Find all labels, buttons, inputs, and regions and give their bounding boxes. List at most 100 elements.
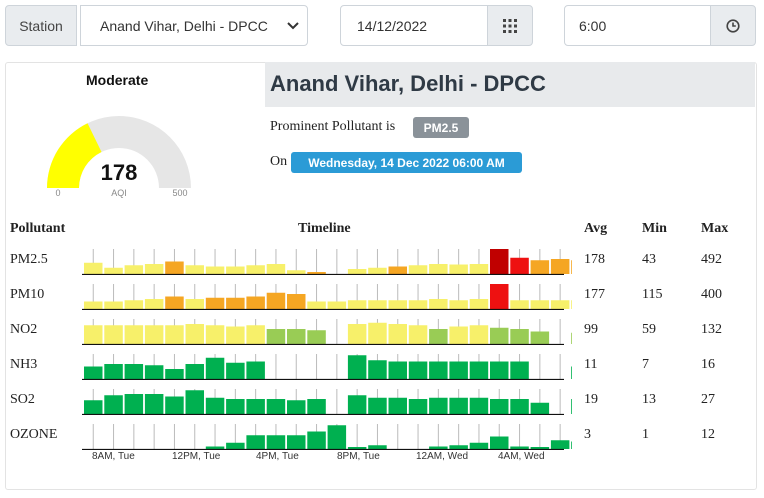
max-value: 12: [701, 427, 715, 442]
timeline-bar: [185, 265, 204, 274]
timeline-bar: [124, 364, 144, 379]
timeline-bar: [287, 329, 306, 344]
timeline-bar: [408, 361, 428, 379]
calendar-grid-icon: [503, 18, 517, 33]
timeline-bar: [368, 267, 387, 274]
calendar-button[interactable]: [487, 5, 533, 46]
timeline-bar: [347, 324, 367, 344]
avg-value: 99: [584, 322, 598, 337]
timeline-bar: [408, 325, 428, 344]
header-min: Min: [642, 221, 667, 236]
timeline-bar: [307, 330, 326, 344]
timeline-bar: [368, 360, 387, 379]
timeline-bar: [469, 361, 489, 379]
timeline-ozone: [82, 424, 572, 450]
timeline-bar: [408, 265, 428, 274]
avg-value: 3: [584, 427, 591, 442]
timeline-bar: [165, 369, 184, 379]
timeline-bar: [226, 326, 245, 344]
prominent-pollutant-label: Prominent Pollutant is: [270, 119, 396, 134]
timeline-bar: [347, 395, 367, 414]
timeline-bar: [571, 332, 572, 344]
timeline-bar: [429, 361, 448, 379]
timeline-bar: [490, 327, 509, 344]
timeline-bar: [388, 266, 407, 274]
timeline-bar: [530, 331, 550, 344]
timeline-bar: [530, 402, 550, 414]
timeline-bar: [144, 299, 164, 309]
clock-button[interactable]: [710, 5, 756, 46]
date-input[interactable]: 14/12/2022: [340, 5, 488, 46]
timeline-bar: [408, 399, 428, 414]
timeline-bar: [429, 299, 448, 309]
timeline-bar: [104, 364, 123, 379]
min-value: 1: [642, 427, 649, 442]
timeline-bar: [530, 260, 550, 274]
timeline-bar: [449, 361, 468, 379]
station-select[interactable]: Anand Vihar, Delhi - DPCC: [80, 5, 308, 46]
avg-value: 19: [584, 392, 598, 407]
x-tick: 4PM, Tue: [256, 451, 299, 462]
aqi-gauge: 178 AQI 0 500: [47, 116, 191, 198]
timeline-bar: [429, 397, 448, 414]
timeline-bar: [530, 300, 550, 309]
max-value: 132: [701, 322, 722, 337]
timeline-bar: [185, 299, 204, 309]
timeline-bar: [490, 436, 509, 449]
pollutant-name: NH3: [10, 357, 38, 372]
timeline-bar: [327, 301, 347, 309]
timeline-bar: [307, 301, 326, 309]
timeline-no2: [82, 319, 572, 345]
min-value: 59: [642, 322, 656, 337]
time-input[interactable]: 6:00: [564, 5, 711, 46]
gauge-min-label: 0: [55, 188, 60, 198]
timeline-bar: [307, 399, 326, 414]
timeline-bar: [124, 325, 144, 344]
header-avg: Avg: [584, 221, 608, 236]
timeline-bar: [469, 397, 489, 414]
chevron-down-icon: [287, 22, 299, 30]
timeline-bar: [104, 325, 123, 344]
timeline-bar: [510, 257, 529, 274]
timeline-bar: [124, 394, 144, 414]
timeline-bar: [490, 284, 509, 309]
header-max: Max: [701, 221, 729, 236]
timeline-pm25: [82, 249, 572, 275]
x-tick: 12PM, Tue: [172, 451, 221, 462]
timeline-bar: [226, 362, 245, 379]
timeline-bar: [266, 292, 286, 309]
timeline-bar: [266, 399, 286, 414]
timeline-bar: [144, 264, 164, 274]
timeline-bar: [388, 324, 407, 344]
gauge-max-label: 500: [172, 188, 187, 198]
timeline-bar: [165, 261, 184, 274]
timeline-bar: [246, 325, 265, 344]
timeline-bar: [104, 267, 123, 274]
timeline-bar: [327, 425, 347, 449]
timeline-bar: [84, 325, 103, 344]
timeline-bar: [368, 322, 387, 344]
timeline-bar: [469, 299, 489, 309]
time-input-value: 6:00: [579, 17, 607, 34]
timeline-bar: [84, 301, 103, 309]
timeline-bar: [449, 264, 468, 274]
timeline-bar: [144, 394, 164, 414]
timeline-bar: [226, 442, 245, 449]
max-value: 492: [701, 252, 722, 267]
timeline-bar: [124, 300, 144, 309]
avg-value: 178: [584, 252, 605, 267]
timeline-pm10: [82, 284, 572, 310]
timeline-bar: [510, 446, 529, 449]
timeline-bar: [388, 361, 407, 379]
timeline-bar: [490, 399, 509, 414]
station-label: Station: [5, 5, 77, 46]
timeline-bar: [347, 269, 367, 274]
timeline-bar: [408, 300, 428, 309]
station-header: [265, 62, 755, 107]
timeline-bar: [84, 366, 103, 379]
station-select-value: Anand Vihar, Delhi - DPCC: [100, 17, 268, 34]
aqi-unit: AQI: [111, 188, 127, 198]
timeline-bar: [287, 294, 306, 309]
timeline-bar: [246, 435, 265, 449]
timeline-bar: [510, 361, 529, 379]
